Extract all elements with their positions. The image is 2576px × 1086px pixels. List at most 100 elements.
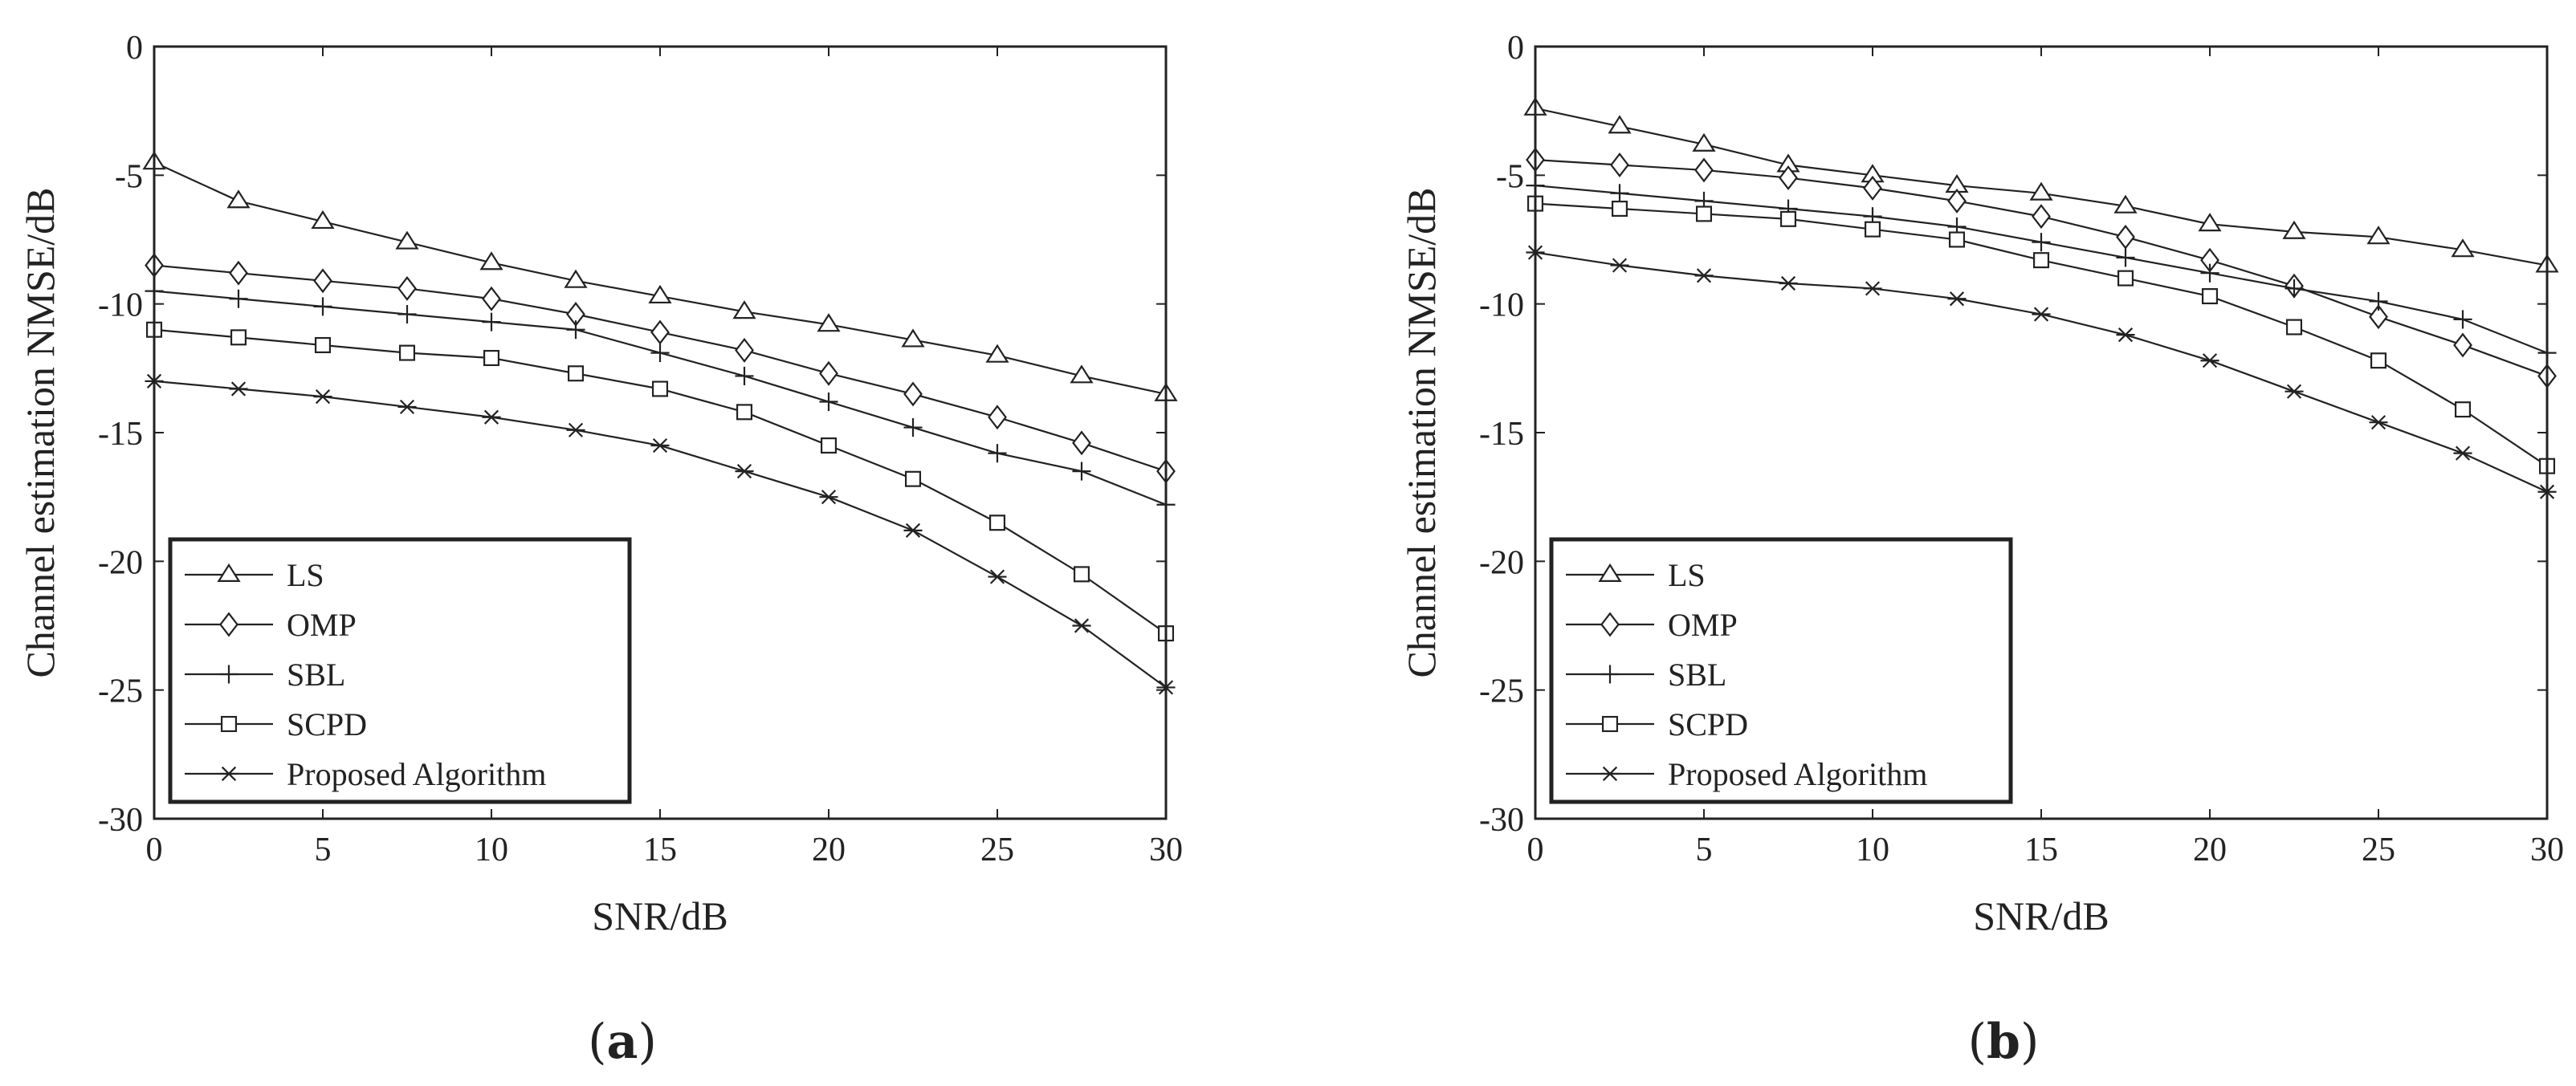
data-point [566, 422, 585, 437]
data-point [817, 313, 841, 332]
data-point [1072, 462, 1091, 481]
data-point [2454, 401, 2472, 418]
legend-entry: Proposed Algorithm [1566, 756, 1927, 792]
legend-marker [219, 612, 238, 637]
plot-frame [1534, 45, 2549, 820]
y-tick-label: -30 [98, 802, 143, 839]
panel-caption-paren: ( [588, 1014, 606, 1070]
data-point [988, 405, 1007, 430]
legend-marker [219, 665, 238, 684]
data-point [2285, 384, 2304, 399]
y-tick-label: -10 [1479, 287, 1524, 324]
legend-marker [1600, 766, 1620, 782]
data-point [2369, 291, 2388, 311]
data-point [1072, 430, 1091, 456]
panel-caption-letter: b [1987, 1014, 2020, 1070]
data-point [650, 344, 670, 363]
x-tick-label: 30 [2530, 832, 2564, 868]
legend-marker [217, 563, 241, 582]
data-point [311, 209, 335, 230]
data-point [2285, 279, 2304, 298]
data-point [397, 304, 417, 324]
data-point [819, 360, 838, 386]
legend-entry: Proposed Algorithm [185, 756, 546, 792]
data-point [1779, 165, 1798, 190]
data-point [1947, 188, 1967, 214]
data-point [2032, 233, 2051, 252]
legend-entry: SBL [1566, 657, 1726, 693]
data-point [226, 189, 251, 209]
data-point [314, 336, 332, 353]
data-point [2117, 270, 2134, 287]
data-point [2282, 220, 2306, 239]
data-point [1610, 153, 1629, 177]
x-tick-label: 5 [315, 832, 332, 868]
series-ls [142, 151, 1178, 401]
legend-label: LS [1668, 557, 1706, 593]
legend-entry: LS [185, 557, 324, 593]
legend-marker [1598, 563, 1622, 582]
data-point [2369, 304, 2388, 330]
legend-marker [1601, 715, 1619, 733]
data-point [985, 344, 1009, 363]
data-point [988, 515, 1006, 531]
data-point [566, 320, 585, 340]
data-point [903, 523, 923, 538]
data-point [2453, 310, 2472, 329]
data-point [2032, 252, 2050, 269]
data-point [650, 437, 670, 454]
data-point [1608, 115, 1632, 134]
data-point [229, 260, 248, 286]
legend-box [1549, 537, 2013, 804]
data-point [1864, 221, 1881, 238]
data-point [650, 319, 670, 345]
x-tick-label: 15 [643, 832, 677, 868]
legend-label: Proposed Algorithm [1668, 756, 1927, 792]
chart-panel-2: 0 5 10 15 20 25 30 0 -5 -10 -15 -20 -25 -30 SNR/dB Chan… [1399, 30, 2564, 1070]
legend-label: SCPD [1668, 706, 1748, 742]
x-tick-label: 25 [980, 832, 1014, 868]
data-point [988, 444, 1007, 463]
data-point [648, 284, 672, 304]
legend: LS OMP SBL SCPD Proposed Algorithm [1549, 537, 2013, 804]
data-point [395, 230, 419, 250]
data-point [820, 437, 838, 454]
legend-entry: OMP [185, 607, 357, 643]
data-point [2029, 181, 2053, 201]
y-tick-label: -20 [98, 544, 143, 581]
y-tick-label: 0 [1507, 30, 1524, 67]
data-point [2453, 445, 2472, 461]
data-point [567, 365, 585, 382]
data-point [2201, 288, 2219, 305]
data-point [2370, 352, 2387, 369]
data-point [2113, 194, 2138, 214]
data-point [229, 381, 248, 397]
x-tick-label: 0 [1527, 832, 1544, 868]
data-point [483, 349, 500, 367]
data-point [313, 297, 332, 316]
panel-caption: (a) [588, 1014, 657, 1070]
data-point [2198, 213, 2222, 232]
legend-marker [219, 766, 238, 782]
data-point [398, 344, 416, 361]
series-line [1535, 251, 2548, 493]
data-point [903, 381, 923, 407]
data-point [735, 464, 754, 479]
panel-caption-paren: ( [1968, 1014, 1987, 1070]
legend-label: SCPD [287, 706, 367, 742]
x-tick-label: 25 [2362, 832, 2395, 868]
legend-label: OMP [1668, 607, 1738, 643]
data-point [2032, 204, 2051, 230]
legend-entry: SCPD [185, 706, 367, 742]
y-tick-label: -25 [1479, 673, 1524, 710]
panel-caption: (b) [1968, 1014, 2040, 1070]
data-point [1863, 175, 1882, 201]
data-point [1947, 291, 1967, 307]
legend-marker [220, 715, 238, 733]
data-point [1779, 275, 1798, 291]
y-tick-label: -5 [1496, 158, 1524, 195]
y-tick-label: -30 [1479, 802, 1524, 839]
data-point [651, 380, 669, 397]
chart-panel-1: 0 5 10 15 20 25 30 0 -5 -10 -15 -20 -25 -30 SNR/dB Chan… [18, 30, 1183, 1070]
